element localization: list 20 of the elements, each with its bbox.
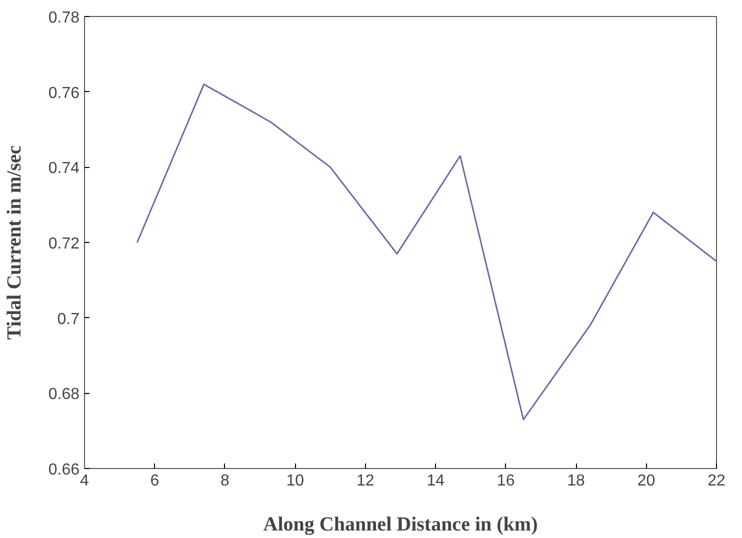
line-series: [136, 84, 716, 420]
y-tick-label: 0.72: [48, 236, 80, 252]
x-tick-label: 18: [567, 472, 586, 490]
x-tick-label: 4: [80, 472, 90, 490]
x-tick-label: 16: [496, 472, 515, 490]
x-tick-label: 8: [220, 472, 230, 490]
y-tick-label: 0.68: [48, 386, 80, 404]
x-tick-label: 14: [426, 472, 445, 490]
x-tick-label: 12: [356, 472, 374, 490]
y-tick-label: 0.66: [48, 462, 80, 478]
y-tick-label: 0.74: [48, 160, 80, 178]
x-tick-label: 22: [708, 472, 726, 490]
y-tick-label: 0.7: [57, 310, 80, 328]
y-tick-label: 0.78: [48, 10, 80, 26]
y-tick-label: 0.76: [48, 84, 80, 102]
x-tick-label: 20: [637, 472, 656, 490]
x-axis-title: Along Channel Distance in (km): [263, 514, 538, 536]
x-tick-label: 10: [286, 472, 304, 490]
y-axis-title: Tidal Current in m/sec: [3, 145, 26, 340]
x-tick-label: 6: [150, 472, 160, 490]
